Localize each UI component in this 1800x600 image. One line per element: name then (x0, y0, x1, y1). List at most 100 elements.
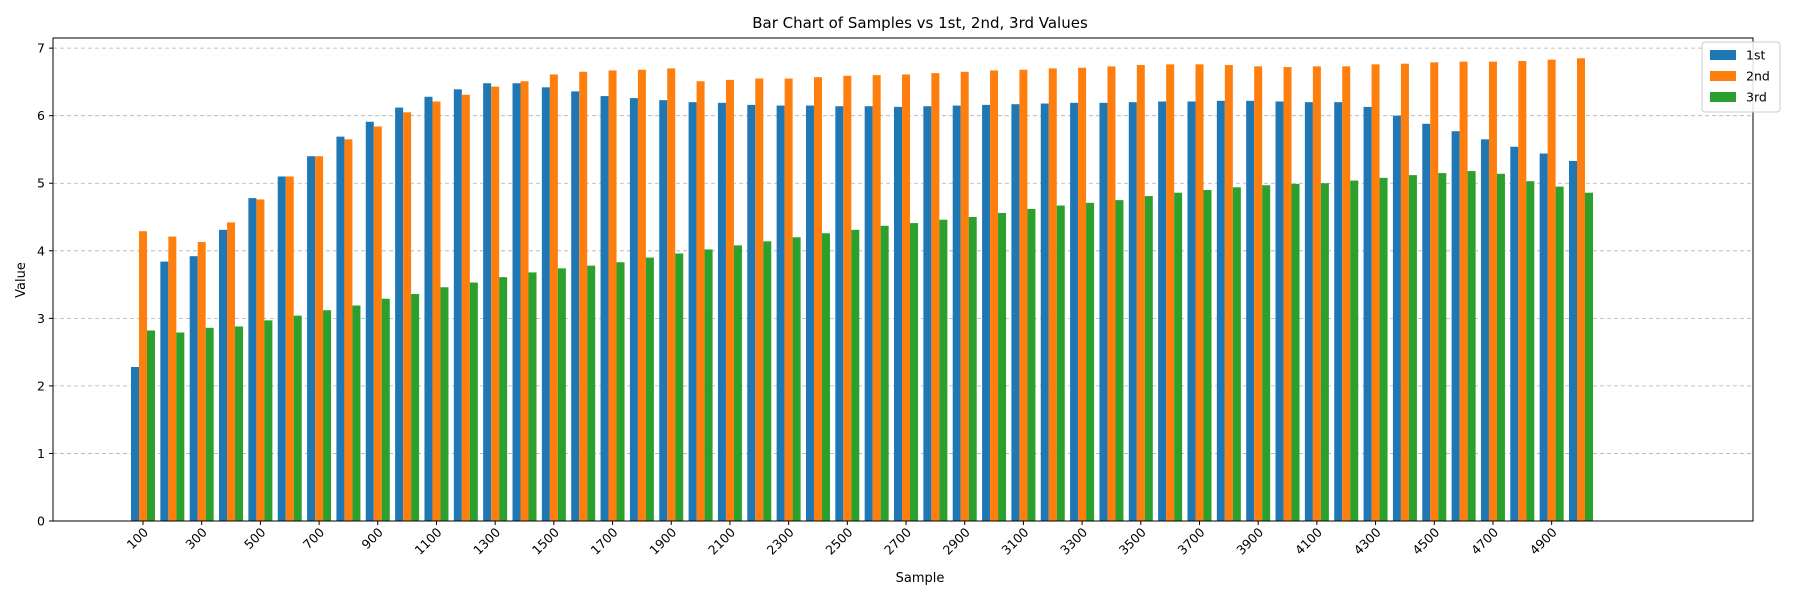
bar-1st-1700 (600, 96, 609, 521)
x-axis-label: Sample (896, 571, 945, 586)
bar-3rd-4700 (1496, 173, 1505, 521)
bar-1st-2100 (717, 102, 726, 521)
bar-2nd-2800 (931, 73, 940, 521)
bar-1st-4400 (1392, 115, 1401, 521)
y-tick-label: 5 (37, 176, 45, 191)
bar-1st-4700 (1480, 139, 1489, 521)
bar-3rd-600 (293, 315, 302, 521)
bar-3rd-1200 (469, 282, 478, 521)
bar-1st-3700 (1187, 101, 1196, 521)
bar-3rd-4200 (1350, 180, 1359, 522)
bar-3rd-3500 (1144, 196, 1153, 521)
y-tick-label: 3 (37, 311, 45, 326)
bar-2nd-3300 (1078, 67, 1087, 521)
bar-3rd-4600 (1467, 171, 1476, 521)
bar-1st-4600 (1451, 131, 1460, 521)
bar-2nd-2400 (813, 77, 822, 522)
bar-1st-1500 (541, 87, 550, 521)
bar-2nd-1900 (667, 68, 676, 522)
bar-3rd-1100 (440, 287, 449, 521)
bar-1st-3200 (1040, 103, 1049, 521)
bar-1st-3500 (1128, 102, 1137, 522)
plot-frame (52, 37, 1754, 522)
bar-1st-4800 (1510, 146, 1519, 521)
bar-1st-2500 (835, 106, 844, 521)
bar-3rd-4500 (1438, 173, 1447, 521)
bar-3rd-2400 (821, 233, 830, 522)
bar-3rd-2900 (968, 217, 977, 521)
bar-3rd-1700 (616, 262, 625, 521)
y-tick-label: 0 (37, 514, 45, 529)
bar-2nd-4000 (1283, 67, 1292, 522)
bar-1st-1800 (629, 98, 638, 522)
legend-label-1st: 1st (1746, 48, 1765, 63)
bar-3rd-400 (235, 326, 244, 521)
bar-1st-3100 (1011, 104, 1020, 521)
bar-2nd-3400 (1107, 66, 1116, 522)
bar-2nd-5000 (1577, 58, 1585, 522)
bar-1st-4900 (1539, 153, 1548, 521)
bar-2nd-2700 (902, 74, 911, 521)
bar-3rd-300 (205, 327, 214, 521)
bar-3rd-2200 (763, 241, 772, 521)
bar-3rd-1500 (557, 268, 566, 521)
bar-3rd-500 (264, 320, 273, 521)
bar-2nd-300 (197, 242, 206, 521)
bar-1st-3400 (1099, 102, 1108, 521)
bar-2nd-900 (373, 126, 382, 522)
bar-2nd-1400 (520, 81, 529, 521)
bar-1st-1000 (395, 107, 404, 521)
bar-3rd-5000 (1585, 192, 1593, 521)
bar-3rd-1400 (528, 272, 537, 521)
bar-1st-600 (277, 176, 286, 522)
legend-label-3rd: 3rd (1746, 90, 1767, 105)
bar-1st-700 (307, 156, 316, 521)
bar-3rd-700 (323, 310, 332, 521)
bar-1st-3900 (1246, 100, 1255, 521)
bar-2nd-1700 (608, 70, 617, 522)
bar-3rd-3900 (1262, 185, 1271, 521)
bar-2nd-4500 (1430, 62, 1439, 521)
bar-2nd-1100 (432, 101, 441, 521)
bar-1st-100 (131, 366, 139, 521)
bar-1st-1600 (571, 91, 580, 522)
bar-1st-1300 (483, 83, 492, 521)
bar-3rd-3700 (1203, 189, 1212, 522)
bar-2nd-4400 (1400, 63, 1409, 522)
bar-2nd-3000 (990, 70, 999, 522)
legend-label-2nd: 2nd (1746, 69, 1770, 84)
bar-3rd-4100 (1320, 183, 1329, 522)
bar-1st-400 (219, 229, 228, 521)
bar-2nd-1000 (403, 112, 412, 521)
bar-2nd-1300 (491, 86, 500, 521)
y-tick-label: 2 (37, 378, 45, 393)
bar-1st-1100 (424, 96, 433, 522)
bar-3rd-2100 (733, 245, 742, 521)
bar-2nd-2300 (784, 78, 793, 521)
bar-3rd-3300 (1086, 202, 1095, 521)
bar-3rd-2300 (792, 237, 801, 521)
bar-1st-3600 (1158, 101, 1167, 521)
bar-3rd-4300 (1379, 177, 1388, 521)
bar-2nd-4900 (1547, 59, 1556, 522)
bar-2nd-4100 (1312, 66, 1321, 522)
bar-1st-4300 (1363, 106, 1372, 522)
bar-2nd-200 (168, 236, 177, 521)
bar-2nd-3700 (1195, 64, 1204, 521)
legend-swatch-3rd (1710, 92, 1736, 102)
bar-3rd-200 (176, 332, 185, 521)
bar-2nd-4600 (1459, 61, 1468, 521)
bar-2nd-800 (344, 139, 353, 521)
bar-3rd-3000 (998, 212, 1007, 521)
bar-3rd-4900 (1555, 186, 1564, 521)
bar-3rd-2600 (880, 225, 889, 522)
bar-2nd-3800 (1224, 65, 1233, 522)
bar-1st-1200 (453, 89, 462, 521)
bar-2nd-3600 (1166, 64, 1175, 521)
bar-2nd-1600 (579, 71, 588, 521)
bar-1st-2400 (805, 105, 814, 522)
bar-3rd-3100 (1027, 208, 1036, 521)
bar-2nd-1200 (461, 94, 470, 522)
bar-1st-3300 (1070, 102, 1079, 521)
bar-3rd-2700 (910, 223, 919, 521)
